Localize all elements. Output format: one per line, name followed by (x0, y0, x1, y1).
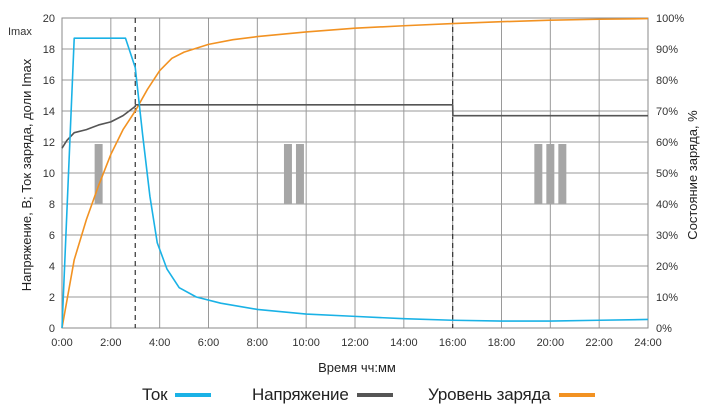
legend-label-current: Ток (142, 385, 168, 404)
y-left-tick-label: 10 (43, 168, 55, 180)
x-tick-label: 2:00 (100, 337, 121, 349)
y-left-tick-label: 0 (49, 323, 55, 335)
y-right-tick-labels: 0% 10% 20% 30% 40% 50% 60% 70% 80% 90% 100% (656, 13, 684, 335)
stage-marker-bar (94, 144, 103, 204)
stage-marker-bar (558, 144, 567, 204)
x-tick-label: 6:00 (198, 337, 219, 349)
y-right-tick-label: 70% (656, 106, 678, 118)
series-lines (61, 17, 649, 329)
y-left-tick-label: 16 (43, 75, 55, 87)
y-left-tick-label: 8 (49, 199, 55, 211)
x-tick-label: 24:00 (634, 337, 662, 349)
y-left-tick-label: 14 (43, 106, 55, 118)
voltage-line (61, 104, 648, 149)
x-tick-label: 4:00 (149, 337, 170, 349)
y-right-tick-label: 40% (656, 199, 678, 211)
y-right-tick-label: 50% (656, 168, 678, 180)
y-right-tick-label: 60% (656, 137, 678, 149)
x-tick-label: 22:00 (585, 337, 613, 349)
x-tick-label: 10:00 (292, 337, 320, 349)
x-tick-label: 16:00 (439, 337, 467, 349)
charge-level-line (61, 17, 649, 329)
y-left-top-label: Imax (8, 26, 32, 38)
y-right-tick-label: 10% (656, 292, 678, 304)
x-axis-title: Время чч:мм (318, 360, 396, 375)
x-tick-label: 20:00 (537, 337, 565, 349)
y-left-tick-label: 4 (49, 261, 55, 273)
stage-marker-bar (546, 144, 555, 204)
y-right-tick-label: 30% (656, 230, 678, 242)
legend-item-current: Ток (142, 384, 212, 406)
y-right-axis-title: Состояние заряда, % (685, 110, 700, 240)
y-left-axis-title: Напряжение, В; Ток заряда, доли Imax (19, 58, 34, 291)
y-left-tick-labels: 0 2 4 6 8 10 12 14 16 18 20 (43, 13, 55, 335)
x-tick-label: 14:00 (390, 337, 418, 349)
x-tick-label: 12:00 (341, 337, 369, 349)
legend-item-charge-level: Уровень заряда (428, 384, 595, 406)
legend-item-voltage: Напряжение (252, 384, 393, 406)
y-left-tick-label: 12 (43, 137, 55, 149)
y-left-tick-label: 6 (49, 230, 55, 242)
y-right-tick-label: 0% (656, 323, 672, 335)
stage-marker-bar (283, 144, 292, 204)
legend: Ток Напряжение Уровень заряда (0, 384, 709, 406)
current-line (61, 37, 649, 329)
legend-swatch-current (175, 393, 212, 397)
y-right-tick-label: 80% (656, 75, 678, 87)
plot-border (61, 17, 649, 329)
x-tick-labels: 0:00 2:00 4:00 6:00 8:00 10:00 12:00 14:00 16:00… (51, 337, 661, 349)
y-left-tick-label: 2 (49, 292, 55, 304)
legend-label-voltage: Напряжение (252, 385, 349, 404)
stage-marker-bar (295, 144, 304, 204)
y-right-tick-label: 20% (656, 261, 678, 273)
x-tick-label: 8:00 (247, 337, 268, 349)
y-right-tick-label: 100% (656, 13, 684, 25)
y-left-tick-label: 18 (43, 44, 55, 56)
stage-dividers (134, 18, 454, 328)
legend-label-charge-level: Уровень заряда (428, 385, 551, 404)
charge-chart: 0:00 2:00 4:00 6:00 8:00 10:00 12:00 14:00 16:00… (8, 13, 700, 375)
stage-markers (94, 144, 567, 204)
x-tick-label: 18:00 (488, 337, 516, 349)
plot-frame (61, 17, 649, 329)
legend-swatch-charge-level (558, 393, 595, 397)
y-left-tick-label: 20 (43, 13, 55, 25)
legend-swatch-voltage (356, 393, 393, 397)
y-right-tick-label: 90% (656, 44, 678, 56)
stage-marker-bar (534, 144, 543, 204)
x-tick-label: 0:00 (51, 337, 72, 349)
